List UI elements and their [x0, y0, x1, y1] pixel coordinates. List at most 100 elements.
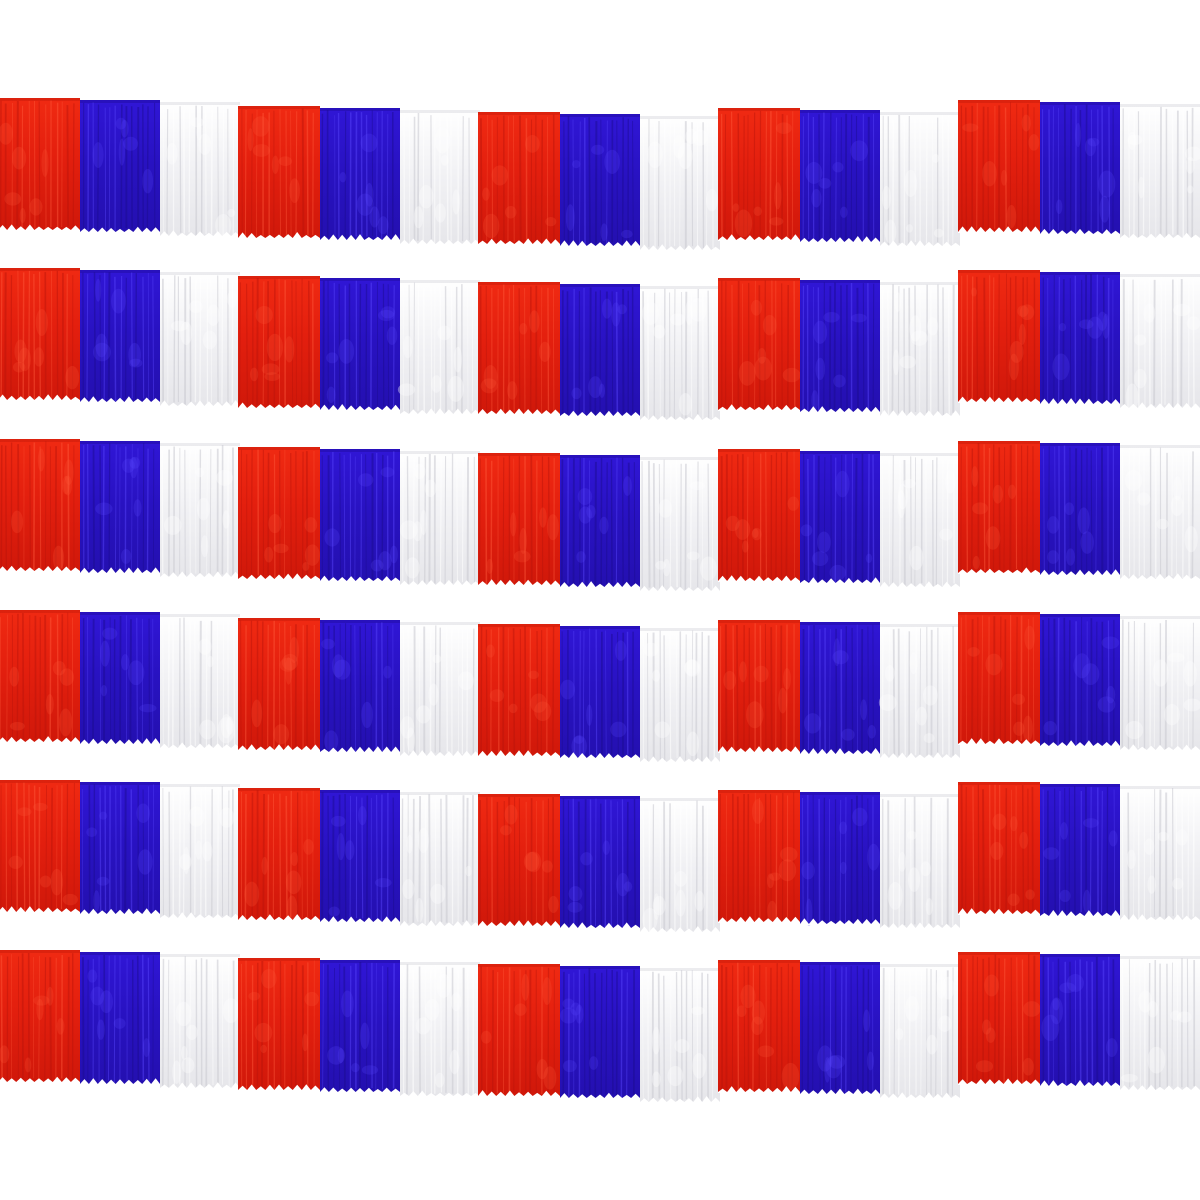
fringe-panel-red	[478, 964, 560, 1097]
fringe-panel-red	[718, 960, 800, 1093]
fringe-panel-white	[400, 962, 480, 1097]
fringe-panel-blue	[800, 280, 880, 413]
fringe-bundle	[718, 790, 960, 929]
fringe-panel-white	[640, 628, 720, 763]
fringe-panel-red	[238, 788, 320, 921]
fringe-panel-blue	[560, 796, 640, 929]
fringe-panel-red	[958, 100, 1040, 233]
fringe-panel-blue	[1040, 614, 1120, 747]
fringe-bundle	[958, 441, 1200, 580]
fringe-panel-blue	[800, 962, 880, 1095]
fringe-bundle	[0, 950, 240, 1089]
fringe-panel-red	[238, 958, 320, 1091]
fringe-panel-blue	[560, 966, 640, 1099]
fringe-panel-white	[640, 457, 720, 592]
fringe-bundle	[718, 278, 960, 417]
fringe-bundle	[238, 618, 480, 757]
fringe-panel-red	[0, 610, 80, 743]
fringe-panel-blue	[80, 441, 160, 574]
fringe-panel-white	[640, 116, 720, 251]
fringe-panel-white	[1120, 104, 1200, 239]
fringe-panel-white	[160, 784, 240, 919]
fringe-panel-white	[880, 964, 960, 1099]
fringe-bundle	[238, 276, 480, 415]
fringe-bundle	[958, 270, 1200, 412]
fringe-bundle	[238, 958, 480, 1097]
fringe-panel-red	[0, 950, 80, 1083]
fringe-panel-white	[640, 968, 720, 1103]
fringe-panel-blue	[800, 622, 880, 755]
fringe-panel-blue	[80, 100, 160, 233]
fringe-bundle	[718, 449, 960, 588]
fringe-panel-white	[397, 280, 480, 415]
fringe-bundle	[478, 282, 720, 421]
fringe-panel-red	[478, 794, 560, 927]
fringe-panel-red	[0, 268, 80, 401]
fringe-panel-blue	[320, 108, 400, 241]
fringe-panel-red	[478, 112, 560, 245]
fringe-bundle	[958, 782, 1200, 921]
fringe-panel-red	[958, 952, 1041, 1085]
garland-strand	[0, 950, 1200, 1103]
fringe-panel-white	[880, 112, 960, 247]
fringe-panel-blue	[800, 110, 880, 243]
fringe-panel-white	[160, 954, 240, 1089]
fringe-panel-red	[238, 276, 320, 409]
fringe-panel-blue	[1040, 784, 1120, 917]
fringe-panel-blue	[80, 612, 160, 745]
fringe-panel-blue	[320, 620, 400, 753]
fringe-panel-red	[0, 98, 80, 231]
fringe-bundle	[718, 960, 960, 1099]
fringe-panel-white	[1120, 786, 1200, 921]
garland-strand	[0, 439, 1200, 592]
fringe-bundle	[238, 106, 480, 245]
fringe-panel-white	[160, 443, 240, 578]
fringe-panel-white	[160, 102, 240, 237]
fringe-panel-blue	[320, 278, 400, 411]
fringe-panel-white	[640, 286, 720, 421]
fringe-panel-white	[400, 792, 480, 927]
fringe-panel-blue	[80, 270, 160, 403]
fringe-bundle	[958, 100, 1200, 239]
fringe-bundle	[0, 98, 240, 237]
fringe-bundle	[718, 620, 960, 759]
garland-strand	[0, 610, 1200, 763]
fringe-panel-white	[400, 622, 480, 757]
fringe-bundle	[478, 112, 720, 251]
fringe-bundle	[0, 780, 240, 919]
garland-strand	[0, 268, 1200, 421]
fringe-panel-red	[718, 790, 800, 923]
fringe-panel-white	[880, 453, 960, 588]
fringe-panel-white	[880, 282, 960, 417]
fringe-panel-blue	[560, 114, 640, 247]
fringe-panel-white	[400, 110, 480, 245]
fringe-panel-white	[160, 272, 240, 407]
fringe-panel-blue	[320, 960, 400, 1093]
fringe-bundle	[0, 610, 240, 749]
fringe-panel-red	[0, 780, 80, 913]
fringe-bundle	[238, 447, 480, 586]
fringe-panel-white	[880, 794, 960, 929]
fringe-bundle	[718, 108, 960, 247]
fringe-panel-white	[1120, 274, 1200, 412]
fringe-panel-red	[478, 453, 560, 586]
fringe-panel-white	[640, 798, 720, 933]
fringe-panel-red	[958, 612, 1040, 745]
fringe-panel-blue	[1040, 102, 1120, 235]
fringe-bundle	[238, 788, 480, 927]
fringe-panel-blue	[80, 952, 160, 1085]
garland-strands	[0, 98, 1200, 1103]
fringe-panel-red	[718, 620, 800, 753]
fringe-bundle	[478, 964, 720, 1103]
garland-strand	[0, 780, 1200, 933]
fringe-bundle	[0, 268, 240, 407]
fringe-panel-blue	[560, 284, 640, 417]
fringe-panel-blue	[1040, 272, 1120, 405]
garland-strand	[0, 98, 1200, 251]
fringe-panel-blue	[80, 782, 160, 915]
fringe-panel-red	[958, 270, 1040, 403]
fringe-panel-red	[238, 447, 320, 580]
fringe-panel-red	[238, 106, 320, 239]
fringe-panel-blue	[1040, 443, 1120, 576]
